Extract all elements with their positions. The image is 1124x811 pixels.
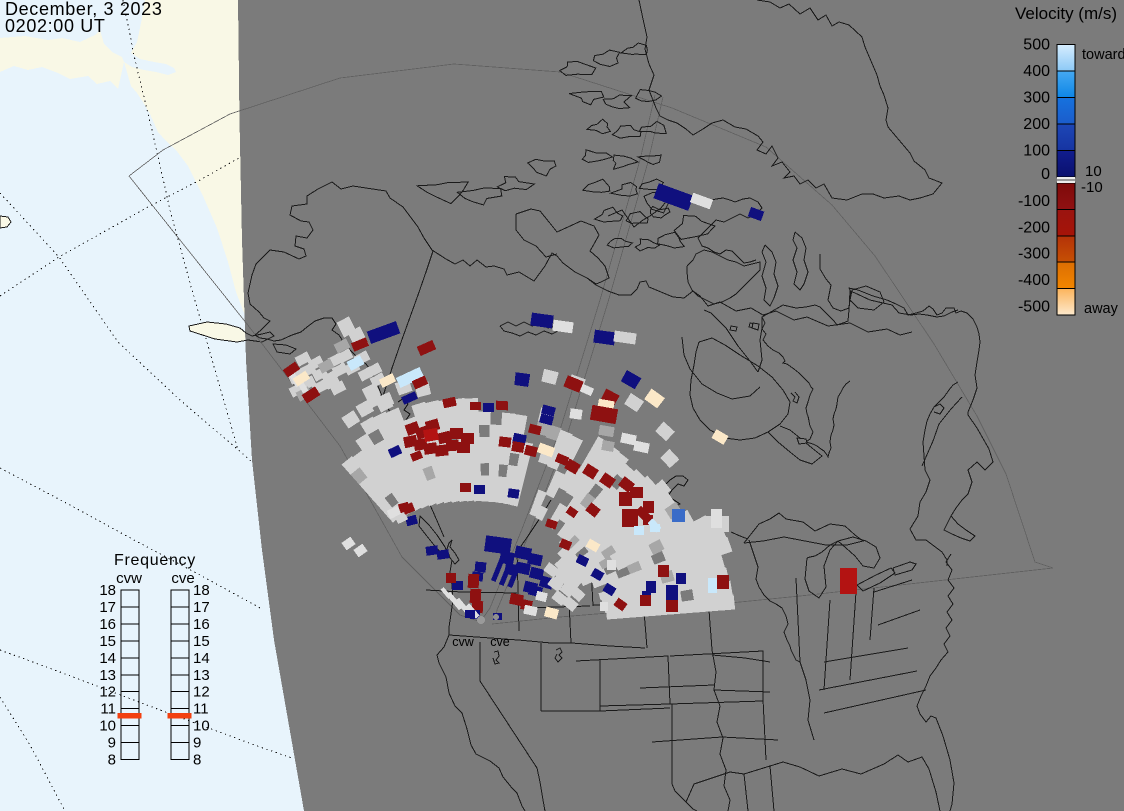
svg-text:-300: -300 <box>1018 246 1050 263</box>
svg-text:10: 10 <box>1085 163 1102 180</box>
svg-text:-10: -10 <box>1081 179 1103 196</box>
svg-text:17: 17 <box>193 599 210 616</box>
svg-text:100: 100 <box>1023 143 1050 160</box>
svg-text:December, 3 2023: December, 3 2023 <box>5 0 163 19</box>
svg-text:18: 18 <box>99 582 116 599</box>
svg-text:cvw: cvw <box>116 570 142 587</box>
svg-text:cve: cve <box>490 635 510 649</box>
svg-text:10: 10 <box>99 718 116 735</box>
svg-text:Frequency: Frequency <box>114 552 196 569</box>
svg-text:15: 15 <box>193 633 210 650</box>
svg-text:away: away <box>1084 301 1119 317</box>
svg-text:16: 16 <box>99 616 116 633</box>
svg-text:300: 300 <box>1023 90 1050 107</box>
svg-text:11: 11 <box>193 701 209 718</box>
svg-text:0202:00 UT: 0202:00 UT <box>5 16 106 36</box>
svg-text:13: 13 <box>193 667 210 684</box>
svg-text:16: 16 <box>193 616 210 633</box>
svg-text:-400: -400 <box>1018 272 1050 289</box>
svg-text:15: 15 <box>99 633 116 650</box>
svg-text:8: 8 <box>193 752 201 769</box>
svg-text:9: 9 <box>193 735 201 752</box>
svg-text:500: 500 <box>1023 37 1050 54</box>
svg-text:11: 11 <box>100 701 116 718</box>
svg-text:-200: -200 <box>1018 219 1050 236</box>
svg-text:9: 9 <box>108 735 116 752</box>
svg-text:Velocity (m/s): Velocity (m/s) <box>1015 4 1117 23</box>
svg-text:8: 8 <box>108 752 116 769</box>
svg-text:-100: -100 <box>1018 193 1050 210</box>
svg-text:14: 14 <box>193 650 210 667</box>
svg-text:12: 12 <box>99 684 116 701</box>
svg-text:200: 200 <box>1023 116 1050 133</box>
svg-text:-500: -500 <box>1018 299 1050 316</box>
svg-text:17: 17 <box>99 599 116 616</box>
svg-text:400: 400 <box>1023 63 1050 80</box>
svg-text:cvw: cvw <box>452 635 475 649</box>
svg-text:14: 14 <box>99 650 116 667</box>
svg-text:13: 13 <box>99 667 116 684</box>
svg-text:cve: cve <box>171 570 194 587</box>
svg-text:18: 18 <box>193 582 210 599</box>
svg-text:12: 12 <box>193 684 210 701</box>
svg-text:0: 0 <box>1041 166 1050 183</box>
svg-text:10: 10 <box>193 718 210 735</box>
svg-text:toward: toward <box>1082 47 1124 63</box>
